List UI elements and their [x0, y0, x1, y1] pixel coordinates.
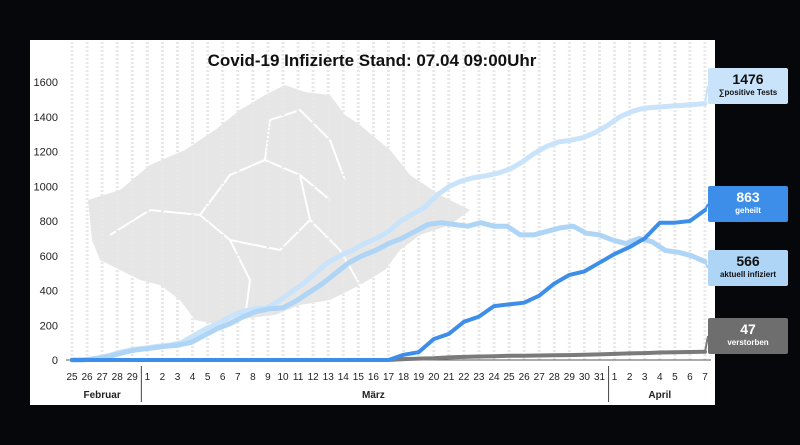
x-tick-label: 2: [627, 372, 633, 383]
x-tick-label: 31: [594, 372, 606, 383]
x-tick-label: 8: [250, 372, 256, 383]
x-tick-label: 3: [175, 372, 181, 383]
x-tick-label: 21: [443, 372, 455, 383]
x-tick-label: 29: [127, 372, 139, 383]
map-border-3: [299, 174, 361, 286]
x-tick-label: 26: [82, 372, 94, 383]
x-tick-label: 7: [235, 372, 241, 383]
aktuell-label: aktuell infiziert: [719, 270, 776, 279]
connector-verstorben: [704, 335, 709, 353]
x-tick-label: 16: [368, 372, 380, 383]
month-label: April: [648, 390, 671, 401]
x-tick-label: 11: [293, 372, 304, 383]
x-tick-label: 25: [504, 372, 516, 383]
x-tick-label: 19: [413, 372, 425, 383]
x-tick-label: 5: [205, 372, 211, 383]
map-shape: [88, 85, 470, 325]
x-tick-label: 12: [308, 372, 320, 383]
y-tick-label: 600: [40, 251, 58, 263]
y-tick-label: 0: [52, 355, 58, 367]
y-tick-label: 1000: [34, 181, 58, 193]
x-tick-label: 9: [265, 372, 271, 383]
month-label: Februar: [84, 390, 121, 401]
geheilt-value: 863: [736, 189, 760, 205]
y-tick-label: 1200: [34, 147, 58, 159]
y-tick-label: 1400: [34, 112, 58, 124]
verstorben-value: 47: [740, 321, 756, 337]
x-tick-label: 25: [66, 372, 78, 383]
x-tick-label: 6: [687, 372, 693, 383]
x-tick-label: 20: [428, 372, 440, 383]
x-axis: 25 26 27 28 29 1 2 3 4 5 6 7 8 9 10 11 12 13 14 15 16 17 18 19 2…: [66, 366, 708, 402]
label-box-geheilt: 863 geheilt: [708, 186, 788, 222]
y-tick-label: 1600: [34, 77, 58, 89]
series-line-geheilt: [70, 208, 707, 362]
x-tick-label: 17: [383, 372, 395, 383]
x-tick-label: 4: [190, 372, 196, 383]
series-line-aktuell: [69, 220, 708, 363]
x-tick-label: 6: [220, 372, 226, 383]
x-tick-label: 28: [112, 372, 124, 383]
chart-title: Covid-19 Infizierte Stand: 07.04 09:00Uh…: [208, 51, 537, 70]
x-tick-label: 3: [642, 372, 648, 383]
positive-tests-label: ∑positive Tests: [718, 88, 778, 97]
y-tick-label: 400: [40, 286, 58, 298]
connector-aktuell: [704, 261, 709, 269]
map-border-4: [229, 219, 311, 252]
x-tick-label: 15: [353, 372, 365, 383]
map-border-2: [264, 108, 346, 181]
x-tick-label: 27: [534, 372, 546, 383]
x-tick-label: 30: [579, 372, 591, 383]
x-tick-label: 26: [519, 372, 531, 383]
x-tick-label: 14: [338, 372, 350, 383]
x-tick-label: 7: [702, 372, 708, 383]
series-layer: [69, 85, 709, 363]
x-tick-label: 28: [549, 372, 561, 383]
x-tick-label: 1: [612, 372, 618, 383]
connector-geheilt: [704, 203, 709, 211]
x-tick-label: 27: [97, 372, 109, 383]
x-tick-label: 4: [657, 372, 663, 383]
aktuell-value: 566: [736, 253, 760, 269]
verstorben-label: verstorben: [727, 338, 769, 347]
x-tick-label: 2: [160, 372, 166, 383]
grid: [70, 42, 707, 360]
label-box-verstorben: 47 verstorben: [708, 318, 788, 354]
x-tick-label: 5: [672, 372, 678, 383]
positive-tests-value: 1476: [732, 71, 764, 87]
label-box-aktuell-infiziert: 566 aktuell infiziert: [708, 250, 788, 286]
region-map-silhouette: [88, 85, 470, 325]
x-tick-label: 24: [488, 372, 500, 383]
x-tick-label: 10: [277, 372, 289, 383]
y-tick-label: 200: [40, 320, 58, 332]
x-tick-label: 1: [145, 372, 151, 383]
label-box-positive-tests: 1476 ∑positive Tests: [708, 68, 788, 104]
x-tick-label: 13: [323, 372, 335, 383]
geheilt-label: geheilt: [735, 206, 761, 215]
connector-positive: [704, 85, 709, 104]
month-label: März: [362, 390, 385, 401]
x-tick-label: 29: [564, 372, 576, 383]
x-tick-label: 18: [398, 372, 410, 383]
x-tick-label: 23: [473, 372, 485, 383]
y-tick-label: 800: [40, 216, 58, 228]
x-tick-label: 22: [458, 372, 470, 383]
y-axis: 0 200 400 600 800 1000 1200 1400 1600: [34, 77, 711, 367]
